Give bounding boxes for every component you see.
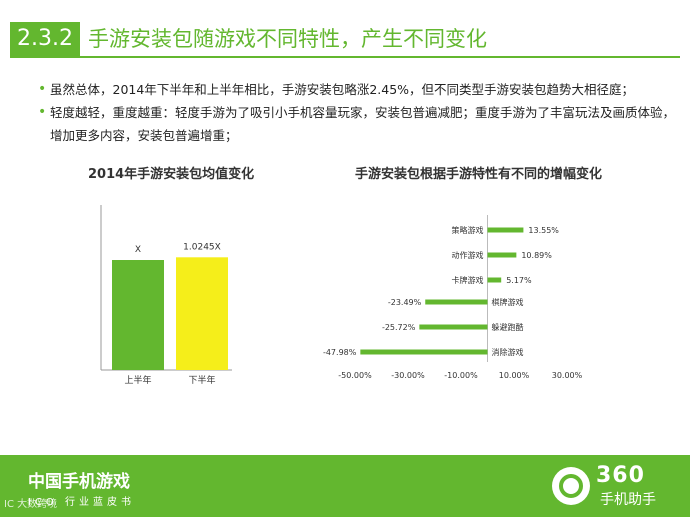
chart2-category-label: 动作游戏 bbox=[452, 250, 484, 260]
watermark: IC 大数跨境 bbox=[4, 499, 58, 510]
chart2-bar bbox=[425, 299, 488, 305]
bullet-item: 轻度越轻，重度越重：轻度手游为了吸引小手机容量玩家，安装包普遍减肥；重度手游为了… bbox=[38, 101, 678, 147]
chart2-data-label: -25.72% bbox=[382, 323, 416, 332]
footer-subtitle: ICO 行业蓝皮书 bbox=[28, 497, 135, 508]
logo-number: 360 bbox=[596, 463, 645, 488]
chart1-category-label: 下半年 bbox=[188, 374, 215, 386]
chart2-data-label: -23.49% bbox=[388, 298, 422, 307]
chart2-data-label: -47.98% bbox=[323, 348, 357, 357]
bullet-list: 虽然总体，2014年下半年和上半年相比，手游安装包略涨2.45%，但不同类型手游… bbox=[38, 78, 678, 147]
chart1-title: 2014年手游安装包均值变化 bbox=[88, 167, 255, 182]
chart1-category-label: 上半年 bbox=[124, 374, 151, 386]
chart2-bar bbox=[487, 277, 502, 283]
chart2-bar bbox=[419, 324, 488, 330]
chart2-category-label: 策略游戏 bbox=[452, 225, 484, 235]
chart2-bar bbox=[487, 252, 517, 258]
chart2-x-tick-label: 10.00% bbox=[499, 371, 530, 380]
chart2-data-label: 10.89% bbox=[521, 251, 552, 260]
chart2-data-label: 13.55% bbox=[528, 226, 559, 235]
chart2-x-tick-label: 30.00% bbox=[552, 371, 583, 380]
chart2-x-tick-label: -10.00% bbox=[444, 371, 478, 380]
bullet-item: 虽然总体，2014年下半年和上半年相比，手游安装包略涨2.45%，但不同类型手游… bbox=[38, 78, 678, 101]
logo-text: 手机助手 bbox=[600, 492, 656, 508]
chart2-data-label: 5.17% bbox=[506, 276, 532, 285]
chart1-data-label: 1.0245X bbox=[183, 242, 221, 252]
360-logo-icon bbox=[552, 467, 590, 505]
section-number: 2.3.2 bbox=[10, 22, 80, 56]
chart2-bar bbox=[487, 227, 524, 233]
chart2-x-tick-label: -50.00% bbox=[338, 371, 372, 380]
chart2-bar bbox=[360, 349, 488, 355]
footer-title: 中国手机游戏 bbox=[28, 472, 130, 492]
section-header: 2.3.2 手游安装包随游戏不同特性，产生不同变化 bbox=[0, 20, 690, 58]
chart1-bar bbox=[112, 260, 164, 370]
footer: 中国手机游戏 ICO 行业蓝皮书 IC 大数跨境 360 手机助手 bbox=[0, 455, 690, 517]
chart2-category-label: 消除游戏 bbox=[492, 347, 524, 357]
charts-canvas: X 上半年 1.0245X 下半年 策略游戏 13.55% 动作游戏 10.89% 卡牌游戏 5.… bbox=[100, 205, 583, 386]
header-divider bbox=[10, 56, 680, 58]
section-title: 手游安装包随游戏不同特性，产生不同变化 bbox=[88, 27, 487, 51]
chart2-category-label: 躲避跑酷 bbox=[492, 322, 524, 332]
chart1-bar bbox=[176, 257, 228, 370]
chart2-title: 手游安装包根据手游特性有不同的增幅变化 bbox=[355, 167, 603, 182]
chart1-data-label: X bbox=[135, 245, 141, 255]
chart2-x-tick-label: -30.00% bbox=[391, 371, 425, 380]
chart2-category-label: 卡牌游戏 bbox=[452, 275, 484, 285]
chart2-category-label: 棋牌游戏 bbox=[492, 297, 524, 307]
